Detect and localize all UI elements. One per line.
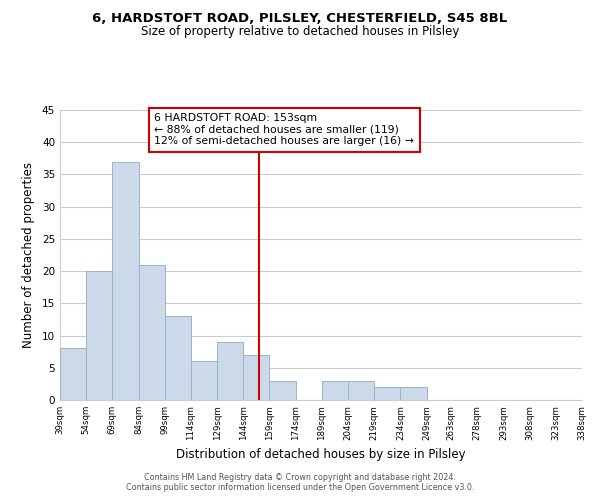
Text: 6, HARDSTOFT ROAD, PILSLEY, CHESTERFIELD, S45 8BL: 6, HARDSTOFT ROAD, PILSLEY, CHESTERFIELD… bbox=[92, 12, 508, 26]
Bar bbox=[322, 380, 348, 400]
Text: 6 HARDSTOFT ROAD: 153sqm
← 88% of detached houses are smaller (119)
12% of semi-: 6 HARDSTOFT ROAD: 153sqm ← 88% of detach… bbox=[154, 113, 414, 146]
Y-axis label: Number of detached properties: Number of detached properties bbox=[22, 162, 35, 348]
Text: Contains public sector information licensed under the Open Government Licence v3: Contains public sector information licen… bbox=[126, 484, 474, 492]
Bar bbox=[400, 387, 427, 400]
Bar bbox=[217, 342, 244, 400]
Bar bbox=[86, 271, 112, 400]
Bar bbox=[191, 362, 217, 400]
Bar bbox=[139, 264, 165, 400]
Bar bbox=[60, 348, 86, 400]
Text: Size of property relative to detached houses in Pilsley: Size of property relative to detached ho… bbox=[141, 25, 459, 38]
Bar bbox=[374, 387, 400, 400]
Bar bbox=[269, 380, 296, 400]
Bar bbox=[165, 316, 191, 400]
Text: Contains HM Land Registry data © Crown copyright and database right 2024.: Contains HM Land Registry data © Crown c… bbox=[144, 474, 456, 482]
Bar bbox=[244, 355, 269, 400]
Bar bbox=[348, 380, 374, 400]
X-axis label: Distribution of detached houses by size in Pilsley: Distribution of detached houses by size … bbox=[176, 448, 466, 461]
Bar bbox=[112, 162, 139, 400]
